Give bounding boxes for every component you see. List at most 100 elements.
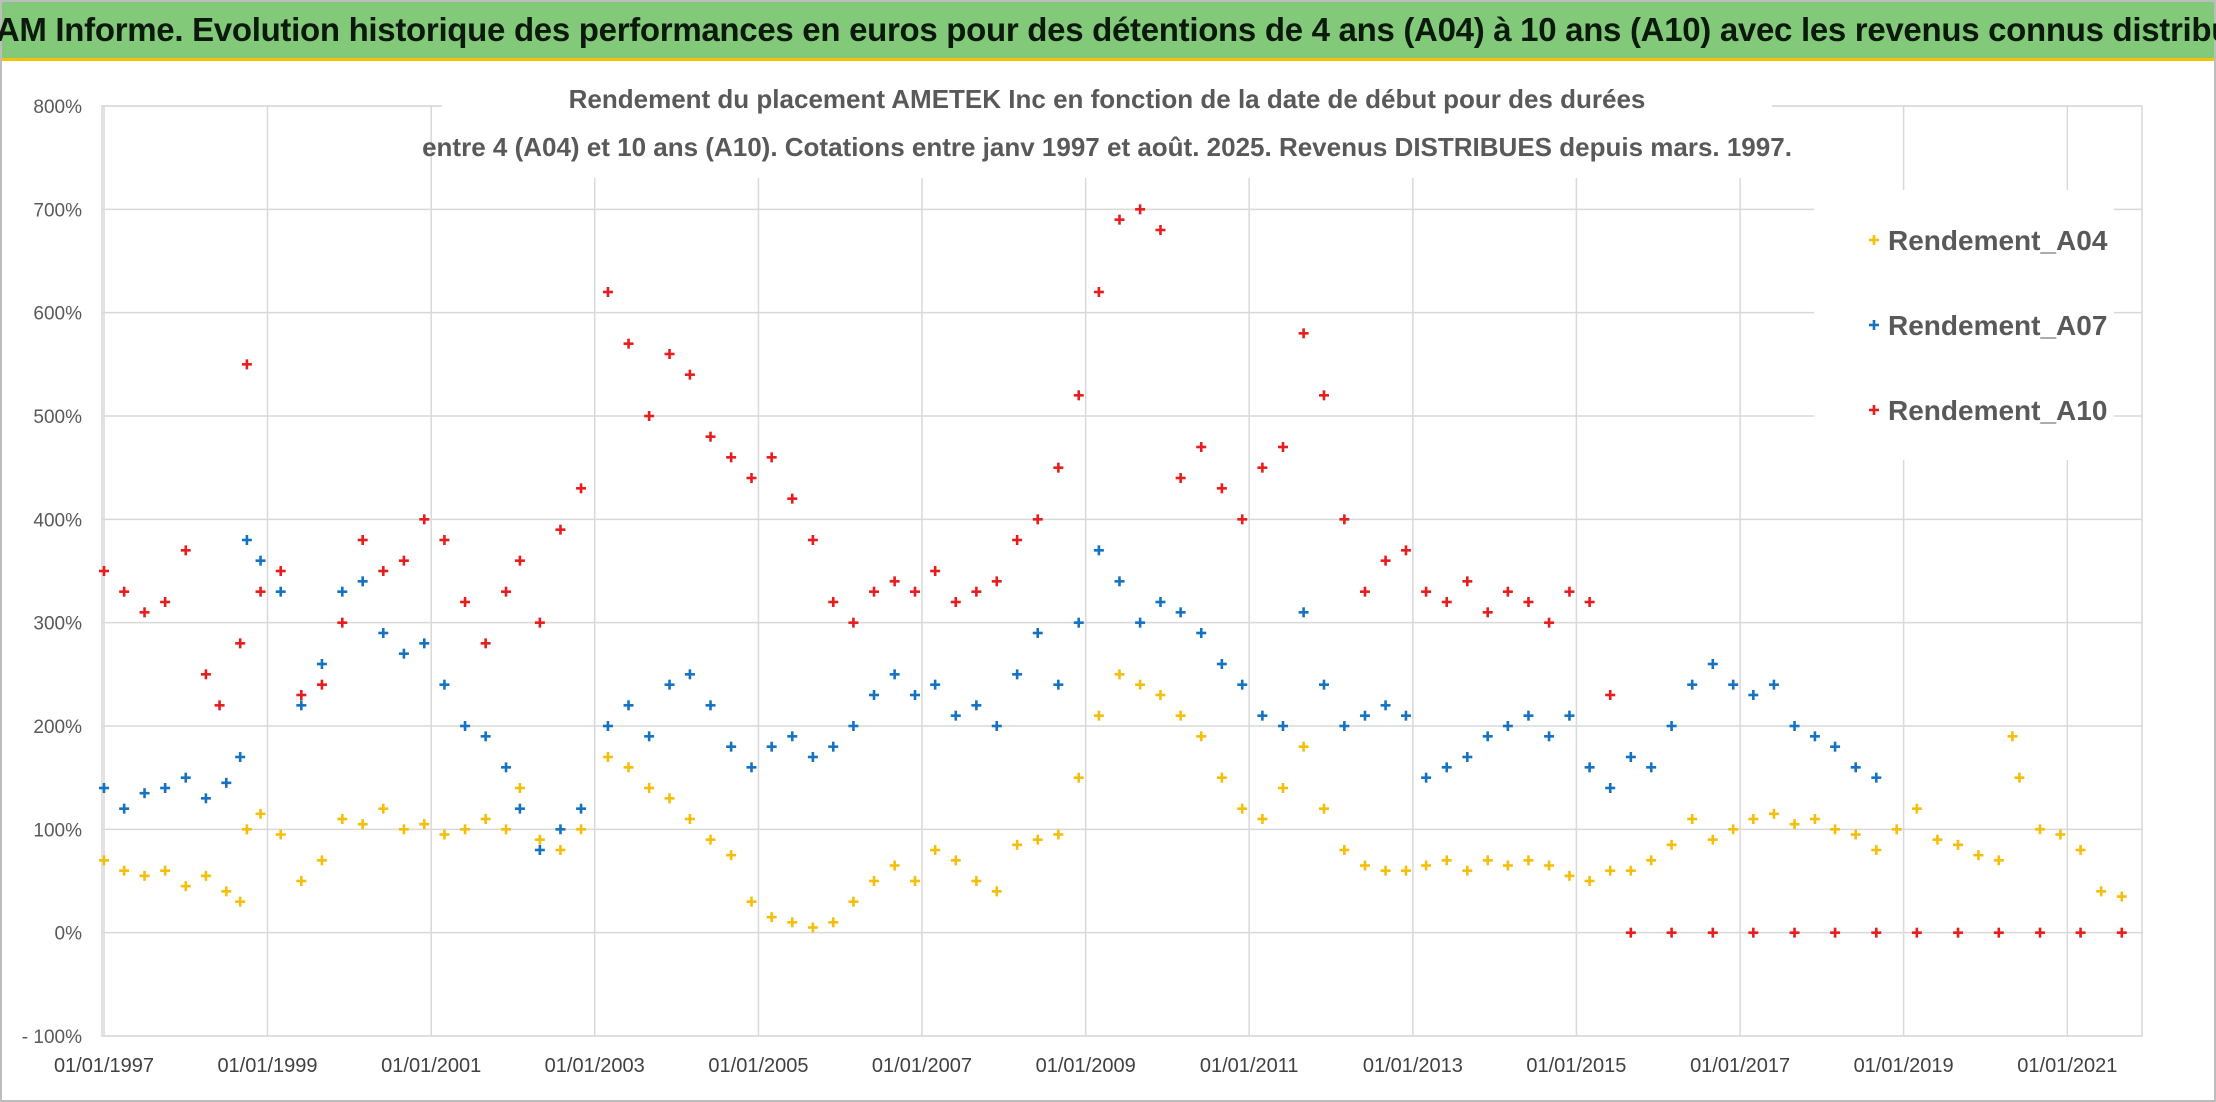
data-point (807, 535, 818, 545)
data-point (1462, 752, 1473, 762)
series-rendement-a04 (99, 669, 2127, 933)
data-point (869, 876, 880, 886)
title-background (442, 66, 1772, 178)
data-point (787, 493, 798, 504)
data-point (1523, 597, 1534, 607)
data-point (644, 783, 655, 793)
series-rendement-a07 (99, 535, 1882, 855)
data-point (160, 783, 171, 793)
data-point (848, 896, 859, 907)
data-point (1400, 545, 1411, 556)
data-point (787, 917, 798, 928)
data-point (1175, 607, 1186, 618)
data-point (1380, 865, 1391, 876)
data-point (275, 566, 286, 576)
data-point (1196, 628, 1207, 638)
x-tick-label: 01/01/2011 (1200, 1055, 1299, 1077)
x-tick-label: 01/01/2019 (1854, 1055, 1954, 1077)
data-point (1093, 287, 1104, 297)
data-point (241, 824, 252, 835)
data-point (930, 679, 941, 690)
data-point (684, 669, 695, 680)
x-tick-label: 01/01/2021 (2017, 1055, 2117, 1077)
x-tick-label: 01/01/1997 (54, 1055, 154, 1077)
data-point (1462, 865, 1473, 876)
data-point (2055, 829, 2066, 840)
x-tick-label: 01/01/2015 (1526, 1055, 1626, 1077)
data-point (501, 586, 512, 597)
data-point (705, 700, 716, 711)
data-point (930, 845, 941, 855)
y-tick-label: 700% (33, 200, 82, 221)
data-point (930, 566, 941, 576)
data-point (623, 700, 634, 711)
data-point (576, 824, 587, 835)
data-point (275, 829, 286, 840)
data-point (419, 638, 430, 649)
data-point (1135, 679, 1146, 690)
data-point (1277, 721, 1288, 731)
data-point (1605, 783, 1616, 793)
data-point (555, 524, 566, 535)
data-point (1953, 839, 1964, 850)
data-point (971, 876, 982, 886)
y-tick-label: 400% (33, 510, 82, 531)
data-point (1012, 839, 1023, 850)
data-point (1114, 214, 1125, 225)
data-point (746, 896, 757, 907)
data-point (1605, 865, 1616, 876)
data-point (1298, 607, 1309, 618)
data-point (787, 731, 798, 742)
data-point (398, 648, 409, 659)
data-point (1216, 483, 1227, 494)
chart-title-line1: Rendement du placement AMETEK Inc en fon… (569, 84, 1646, 114)
data-point (2007, 731, 2018, 742)
data-point (1380, 700, 1391, 711)
data-point (1482, 855, 1493, 866)
data-point (460, 597, 471, 607)
data-point (766, 741, 777, 752)
data-point (1339, 721, 1350, 731)
data-point (726, 850, 737, 861)
data-point (275, 586, 286, 597)
data-point (255, 808, 266, 819)
data-point (119, 586, 130, 597)
legend-item: Rendement_A10 (1869, 395, 2107, 426)
data-point (1707, 834, 1718, 845)
data-point (971, 700, 982, 711)
data-point (1053, 829, 1064, 840)
data-point (746, 762, 757, 773)
data-point (1666, 839, 1677, 850)
data-point (1584, 876, 1595, 886)
data-point (1053, 679, 1064, 690)
data-point (950, 597, 961, 607)
legend-marker (1869, 320, 1879, 330)
data-point (180, 881, 191, 892)
data-point (398, 824, 409, 835)
data-point (534, 845, 545, 855)
data-point (99, 855, 109, 866)
data-point (316, 659, 327, 669)
data-point (576, 803, 587, 814)
data-point (1584, 597, 1595, 607)
data-point (1666, 721, 1677, 731)
data-point (1441, 855, 1452, 866)
data-point (910, 876, 921, 886)
data-point (439, 829, 450, 840)
x-tick-label: 01/01/2013 (1363, 1055, 1463, 1077)
data-point (991, 721, 1002, 731)
data-point (1155, 597, 1166, 607)
data-point (2096, 886, 2107, 897)
legend-marker (1869, 235, 1879, 245)
data-point (99, 566, 109, 576)
data-point (1625, 927, 1636, 938)
data-point (602, 721, 613, 731)
data-point (1073, 390, 1084, 401)
data-point (2075, 927, 2086, 938)
data-point (337, 617, 348, 628)
data-point (460, 824, 471, 835)
data-point (398, 555, 409, 566)
data-point (1073, 772, 1084, 783)
y-tick-label: 500% (33, 407, 82, 428)
data-point (1400, 710, 1411, 721)
